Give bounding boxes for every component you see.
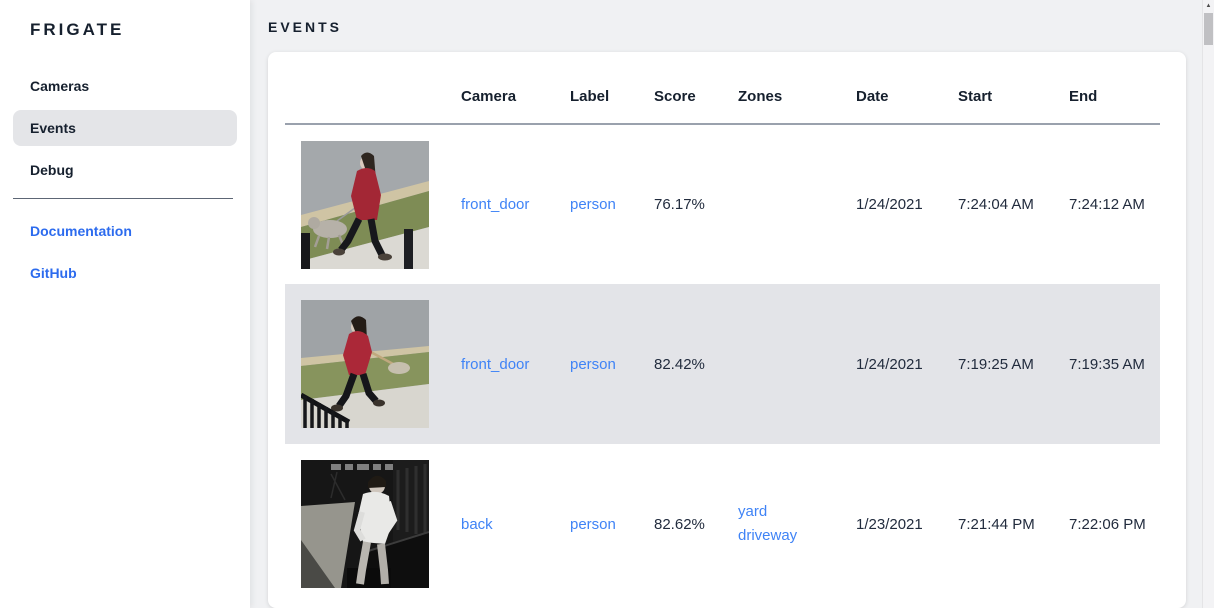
- table-row[interactable]: front_door person 76.17% 1/24/2021 7:24:…: [285, 124, 1160, 284]
- table-header-row: Camera Label Score Zones Date Start End: [285, 70, 1160, 125]
- score-value: 82.62%: [654, 515, 705, 533]
- column-header-end: End: [1069, 70, 1160, 125]
- end-value: 7:22:06 PM: [1069, 515, 1146, 533]
- zones-cell: [738, 124, 856, 284]
- end-value: 7:19:35 AM: [1069, 284, 1160, 444]
- sidebar-link-label: Documentation: [30, 223, 132, 239]
- sidebar-link-github[interactable]: GitHub: [13, 255, 237, 291]
- event-thumbnail[interactable]: [301, 140, 429, 269]
- scrollbar-thumb[interactable]: [1204, 13, 1213, 45]
- column-header-date: Date: [856, 70, 958, 125]
- sidebar-item-events[interactable]: Events: [13, 110, 237, 146]
- date-value: 1/23/2021: [856, 515, 923, 533]
- column-header-thumbnail: [285, 70, 461, 125]
- sidebar-item-label: Events: [30, 120, 76, 136]
- end-value: 7:24:12 AM: [1069, 196, 1145, 213]
- zone-link[interactable]: driveway: [738, 527, 798, 544]
- zone-link[interactable]: yard: [738, 503, 768, 520]
- events-table: Camera Label Score Zones Date Start End: [285, 70, 1160, 604]
- scroll-up-arrow-icon[interactable]: ▲: [1205, 3, 1212, 9]
- label-link[interactable]: person: [570, 196, 616, 213]
- label-link[interactable]: person: [570, 355, 616, 373]
- score-value: 76.17%: [654, 196, 705, 213]
- sidebar-link-documentation[interactable]: Documentation: [13, 213, 237, 249]
- sidebar-item-label: Debug: [30, 162, 74, 178]
- label-link[interactable]: person: [570, 515, 616, 533]
- column-header-camera: Camera: [461, 70, 570, 125]
- app-logo: FRIGATE: [30, 20, 125, 39]
- zones-cell: [738, 284, 856, 444]
- column-header-start: Start: [958, 70, 1069, 125]
- thumbnail-cell: [285, 284, 461, 444]
- score-value: 82.42%: [654, 284, 738, 444]
- column-header-label: Label: [570, 70, 654, 125]
- sidebar-item-debug[interactable]: Debug: [13, 152, 237, 188]
- thumbnail-cell: [285, 444, 461, 604]
- page-title: EVENTS: [268, 19, 343, 35]
- table-row[interactable]: front_door person 82.42% 1/24/2021 7:19:…: [285, 284, 1160, 444]
- event-thumbnail[interactable]: [301, 300, 429, 428]
- start-value: 7:19:25 AM: [958, 284, 1069, 444]
- sidebar-item-label: Cameras: [30, 78, 90, 94]
- table-row[interactable]: back person 82.62% yard driveway 1/23/20…: [285, 444, 1160, 604]
- sidebar: FRIGATE Cameras Events Debug Documentati…: [0, 0, 250, 608]
- start-value: 7:24:04 AM: [958, 196, 1034, 213]
- date-value: 1/24/2021: [856, 196, 923, 213]
- zones-cell: yard driveway: [738, 444, 856, 604]
- event-thumbnail[interactable]: [301, 460, 429, 588]
- sidebar-item-cameras[interactable]: Cameras: [13, 68, 237, 104]
- sidebar-divider: [13, 198, 233, 199]
- date-value: 1/24/2021: [856, 284, 958, 444]
- thumbnail-cell: [285, 124, 461, 284]
- camera-link[interactable]: front_door: [461, 355, 530, 373]
- column-header-score: Score: [654, 70, 738, 125]
- page-scrollbar[interactable]: ▲: [1202, 0, 1214, 608]
- sidebar-link-label: GitHub: [30, 265, 77, 281]
- camera-link[interactable]: back: [461, 515, 493, 533]
- column-header-zones: Zones: [738, 70, 856, 125]
- main-content: EVENTS Camera Label Score Zones Date: [250, 0, 1214, 608]
- events-card: Camera Label Score Zones Date Start End: [268, 52, 1186, 608]
- camera-link[interactable]: front_door: [461, 196, 530, 213]
- start-value: 7:21:44 PM: [958, 515, 1035, 533]
